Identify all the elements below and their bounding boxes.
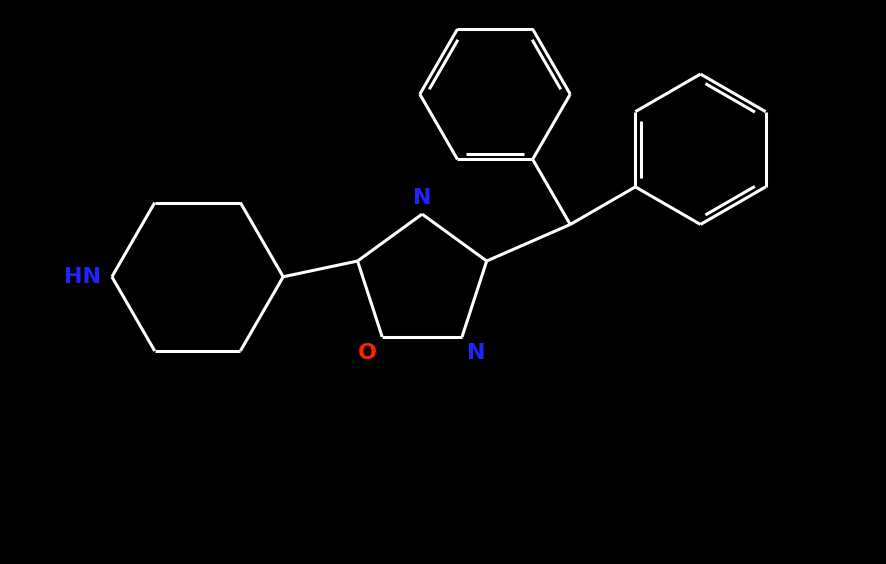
Text: N: N — [413, 188, 431, 208]
Text: N: N — [467, 343, 486, 363]
Text: HN: HN — [65, 267, 102, 287]
Text: O: O — [358, 343, 377, 363]
